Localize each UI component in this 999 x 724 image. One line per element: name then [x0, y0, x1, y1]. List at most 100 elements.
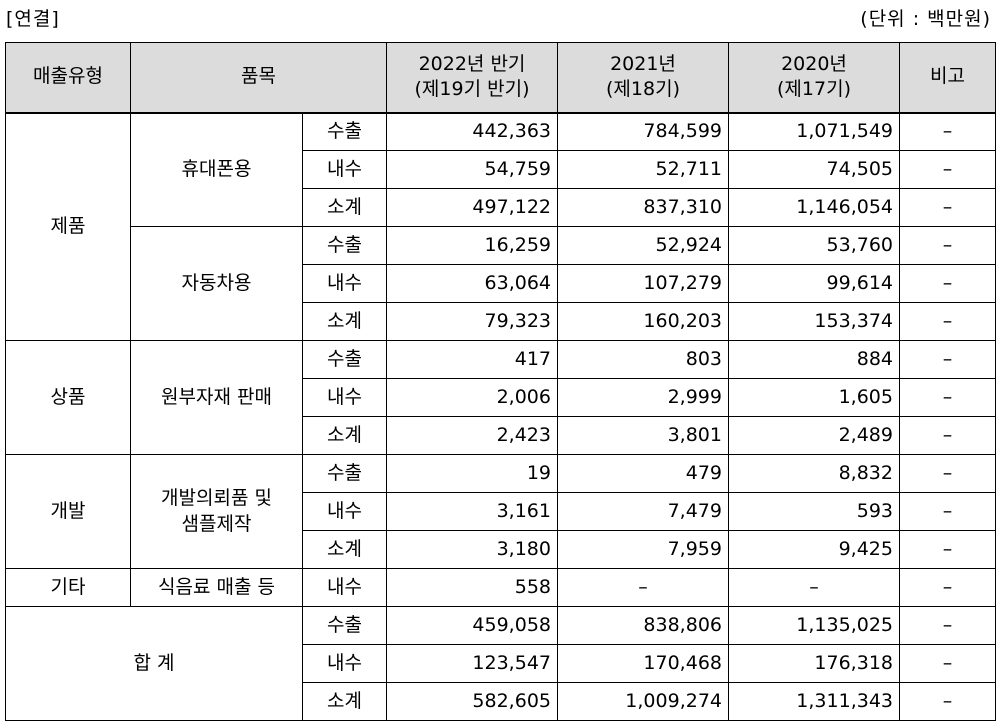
note: –	[899, 492, 996, 531]
note: –	[899, 568, 996, 607]
header-type: 매출유형	[5, 42, 131, 114]
value-2021: 2,999	[557, 378, 729, 417]
header-note: 비고	[899, 42, 996, 114]
value-2022: 497,122	[386, 188, 558, 227]
note: –	[899, 378, 996, 417]
value-2022: 3,180	[386, 530, 558, 569]
table-row: 개발 개발의뢰품 및 샘플제작 수출 19 479 8,832 –	[5, 454, 996, 569]
sub-type: 내수	[302, 644, 387, 683]
value-2021: 107,279	[557, 264, 729, 303]
table-row: 상품 원부자재 판매 수출 417 803 884 –	[5, 340, 996, 455]
value-2021: 7,479	[557, 492, 729, 531]
table-row: 소계 497,122 837,310 1,146,054 –	[6, 188, 996, 227]
note: –	[899, 226, 996, 265]
item-auto: 자동차용	[130, 226, 303, 341]
note: –	[899, 682, 996, 721]
table-row: 소계 2,423 3,801 2,489 –	[6, 416, 996, 455]
value-2021: 479	[557, 454, 729, 493]
value-2021: 52,711	[557, 150, 729, 189]
value-2020: 9,425	[728, 530, 900, 569]
note: –	[899, 340, 996, 379]
value-2020: 1,311,343	[728, 682, 900, 721]
value-2022: 123,547	[386, 644, 558, 683]
group-other: 기타	[5, 568, 131, 607]
item-food: 식음료 매출 등	[130, 568, 303, 607]
value-2022: 16,259	[386, 226, 558, 265]
header-2022: 2022년 반기 (제19기 반기)	[386, 42, 558, 114]
value-2020: 1,146,054	[728, 188, 900, 227]
header-row: 매출유형 품목 2022년 반기 (제19기 반기) 2021년 (제18기) 20…	[5, 42, 996, 114]
sub-type: 수출	[302, 112, 387, 151]
header-2021-line1: 2021년	[610, 52, 676, 75]
value-2022: 79,323	[386, 302, 558, 341]
note: –	[899, 302, 996, 341]
header-2022-line2: (제19기 반기)	[414, 78, 530, 101]
consolidated-label: [연결]	[6, 8, 60, 30]
header-2020: 2020년 (제17기)	[728, 42, 900, 114]
sub-type: 내수	[302, 150, 387, 189]
group-total: 합 계	[5, 606, 303, 721]
header-2020-line2: (제17기)	[777, 78, 851, 101]
table-row: 내수 2,006 2,999 1,605 –	[6, 378, 996, 417]
note: –	[899, 530, 996, 569]
value-2021: 784,599	[557, 112, 729, 151]
note: –	[899, 416, 996, 455]
value-2022: 558	[386, 568, 558, 607]
value-2020: 53,760	[728, 226, 900, 265]
value-2022: 2,006	[386, 378, 558, 417]
table-row: 소계 582,605 1,009,274 1,311,343 –	[6, 682, 996, 721]
value-2022: 3,161	[386, 492, 558, 531]
note: –	[899, 454, 996, 493]
value-2021: 838,806	[557, 606, 729, 645]
item-dev-line1: 개발의뢰품 및	[161, 486, 272, 509]
sub-type: 소계	[302, 416, 387, 455]
value-2020: 1,135,025	[728, 606, 900, 645]
value-2020: 1,605	[728, 378, 900, 417]
value-2022: 54,759	[386, 150, 558, 189]
table-row: 소계 79,323 160,203 153,374 –	[6, 302, 996, 341]
item-raw: 원부자재 판매	[130, 340, 303, 455]
group-product: 제품	[5, 112, 131, 341]
value-2020: 99,614	[728, 264, 900, 303]
sub-type: 내수	[302, 492, 387, 531]
table-row: 내수 54,759 52,711 74,505 –	[6, 150, 996, 189]
note: –	[899, 644, 996, 683]
value-2021: 803	[557, 340, 729, 379]
table-row: 내수 3,161 7,479 593 –	[6, 492, 996, 531]
header-2021: 2021년 (제18기)	[557, 42, 729, 114]
value-2022: 459,058	[386, 606, 558, 645]
sub-type: 내수	[302, 264, 387, 303]
note: –	[899, 112, 996, 151]
sub-type: 내수	[302, 378, 387, 417]
value-2022: 582,605	[386, 682, 558, 721]
value-2020: 2,489	[728, 416, 900, 455]
table-row: 제품 휴대폰용 수출 442,363 784,599 1,071,549 –	[5, 112, 996, 341]
value-2020: 176,318	[728, 644, 900, 683]
note: –	[899, 606, 996, 645]
value-2021: 837,310	[557, 188, 729, 227]
sub-type: 수출	[302, 340, 387, 379]
value-2020: 884	[728, 340, 900, 379]
sales-table: 매출유형 품목 2022년 반기 (제19기 반기) 2021년 (제18기) 20…	[5, 42, 996, 721]
table-row: 기타 식음료 매출 등 내수 558 – – –	[5, 568, 996, 607]
value-2020: 593	[728, 492, 900, 531]
value-2021: –	[557, 568, 729, 607]
value-2020: 153,374	[728, 302, 900, 341]
item-dev: 개발의뢰품 및 샘플제작	[130, 454, 303, 569]
sub-type: 소계	[302, 188, 387, 227]
sub-type: 수출	[302, 606, 387, 645]
table-row: 합 계 수출 459,058 838,806 1,135,025 –	[5, 606, 996, 721]
value-2020: 1,071,549	[728, 112, 900, 151]
group-dev: 개발	[5, 454, 131, 569]
sub-type: 소계	[302, 530, 387, 569]
group-goods: 상품	[5, 340, 131, 455]
header-item: 품목	[130, 42, 387, 114]
item-mobile: 휴대폰용	[130, 112, 303, 227]
value-2021: 1,009,274	[557, 682, 729, 721]
value-2022: 63,064	[386, 264, 558, 303]
header-2022-line1: 2022년 반기	[418, 52, 526, 75]
value-2022: 417	[386, 340, 558, 379]
value-2022: 19	[386, 454, 558, 493]
unit-label: (단위 : 백만원)	[860, 8, 991, 30]
sub-type: 수출	[302, 454, 387, 493]
